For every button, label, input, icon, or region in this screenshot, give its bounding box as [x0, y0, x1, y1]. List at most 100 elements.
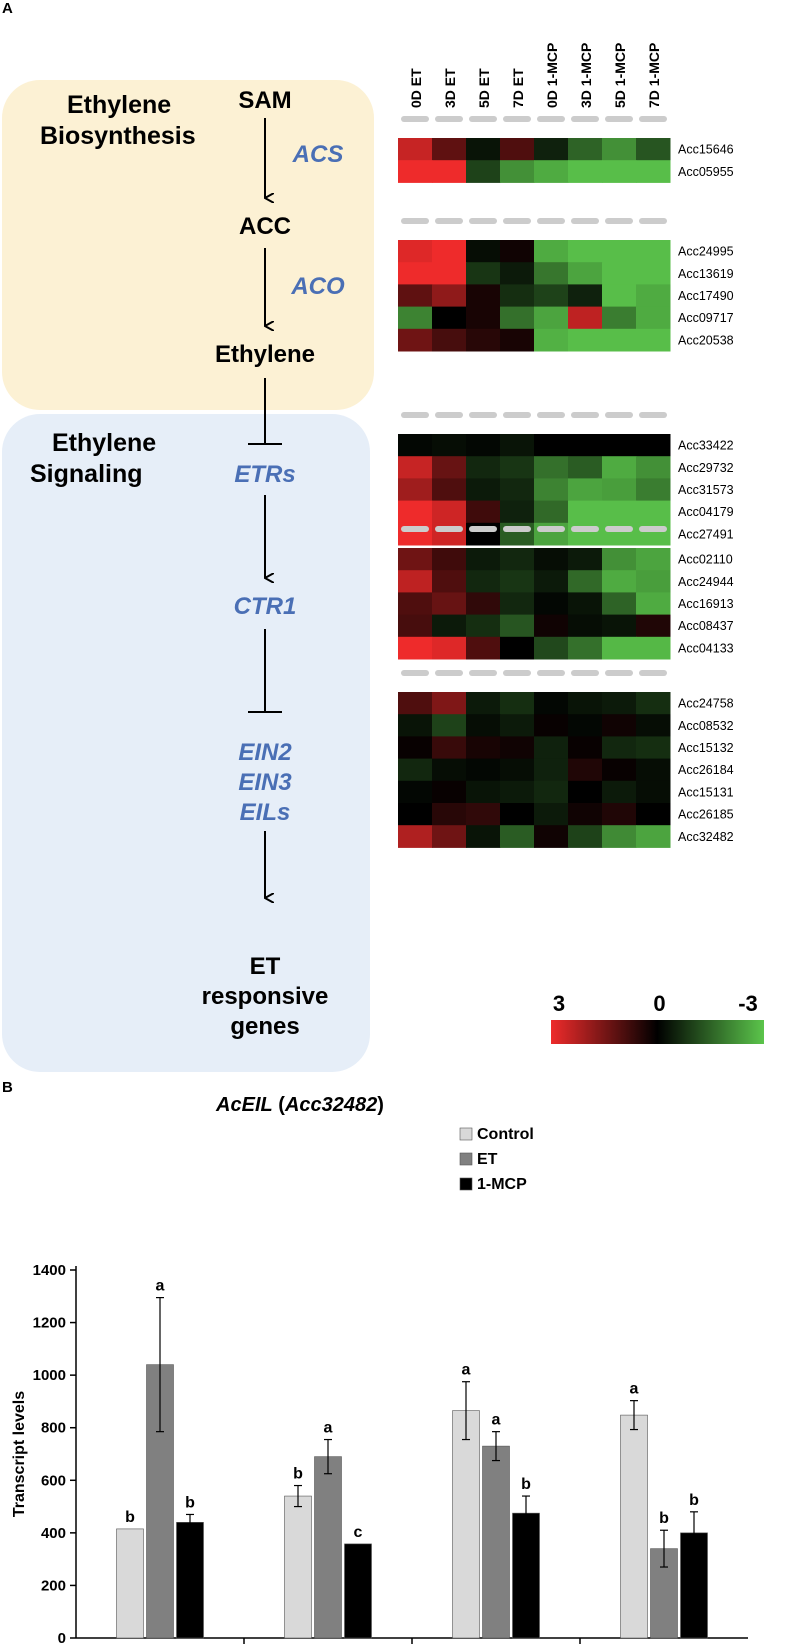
heatmap-gene-label: Acc29732: [678, 461, 734, 475]
heatmap-cell: [432, 714, 467, 737]
color-scale-tick: 3: [553, 991, 565, 1016]
heatmap-cell: [636, 500, 671, 524]
color-scale-bar: [551, 1020, 764, 1044]
heatmap-cell: [466, 714, 501, 737]
significance-letter: c: [354, 1524, 363, 1541]
heatmap-cell: [466, 592, 501, 616]
heatmap-cell: [466, 306, 501, 330]
heatmap-column-bar: [571, 412, 599, 418]
heatmap-cell: [398, 262, 433, 285]
heatmap-cell: [568, 780, 603, 804]
heatmap-cell: [398, 456, 433, 479]
heatmap-column-bar: [401, 116, 429, 122]
bar-chart-title: AcEIL (Acc32482): [215, 1094, 384, 1116]
heatmap-gene-label: Acc24944: [678, 575, 734, 589]
heatmap-cell: [602, 780, 637, 804]
significance-letter: b: [125, 1509, 135, 1526]
heatmap-gene-label: Acc08532: [678, 719, 734, 733]
heatmap-gene-label: Acc24995: [678, 245, 734, 259]
heatmap-cell: [432, 758, 467, 782]
heatmap-cell: [602, 592, 637, 616]
y-tick-label: 1400: [33, 1262, 66, 1279]
heatmap-cell: [534, 780, 569, 804]
heatmap-cell: [466, 240, 501, 263]
signaling-title-line2: Signaling: [30, 460, 143, 488]
heatmap-column-bar: [571, 526, 599, 532]
heatmap-cell: [432, 328, 467, 352]
heatmap-cell: [636, 478, 671, 502]
y-tick-label: 1200: [33, 1315, 66, 1332]
heatmap-gene-label: Acc24758: [678, 697, 734, 711]
significance-letter: a: [492, 1412, 501, 1429]
heatmap-column-bar: [435, 218, 463, 224]
heatmap-cell: [432, 570, 467, 593]
heatmap-column-bar: [605, 526, 633, 532]
heatmap-column-label: 0D ET: [408, 68, 424, 108]
heatmap-cell: [398, 328, 433, 352]
node-et-responsive-genes: ET responsive genes: [185, 952, 345, 1042]
heatmap-gene-label: Acc13619: [678, 267, 734, 281]
heatmap-cell: [568, 714, 603, 737]
heatmap-column-bar: [571, 670, 599, 676]
heatmap-cell: [602, 500, 637, 524]
heatmap-column-bar: [435, 526, 463, 532]
biosynthesis-title: Ethylene Biosynthesis: [40, 90, 196, 152]
heatmap-cell: [432, 306, 467, 330]
node-aco: ACO: [291, 273, 345, 300]
heatmap-cell: [432, 500, 467, 524]
heatmap-cell: [568, 758, 603, 782]
heatmap-column-bar: [537, 412, 565, 418]
heatmap-gene-label: Acc15131: [678, 785, 734, 799]
heatmap-column-bar: [469, 412, 497, 418]
heatmap-cell: [568, 478, 603, 502]
node-ctr1: CTR1: [233, 593, 297, 620]
heatmap-cell: [398, 736, 433, 760]
heatmap-cell: [636, 803, 671, 826]
heatmap-cell: [466, 262, 501, 285]
signaling-title-line1: Ethylene: [52, 429, 157, 457]
bar: [284, 1495, 312, 1639]
heatmap-cell: [602, 614, 637, 638]
heatmap-cell: [602, 240, 637, 263]
heatmap-column-bar: [401, 218, 429, 224]
title-gene: Acc32482: [284, 1094, 377, 1116]
heatmap-column-label: 7D 1-MCP: [646, 43, 662, 108]
heatmap-cell: [466, 736, 501, 760]
heatmap-gene-label: Acc20538: [678, 333, 734, 347]
heatmap-column-label: 5D ET: [476, 68, 492, 108]
y-axis-label: Transcript levels: [11, 1391, 28, 1517]
heatmap-cell: [534, 284, 569, 308]
heatmap-cell: [398, 614, 433, 638]
heatmap-column-label: 0D 1-MCP: [544, 43, 560, 108]
legend-label: 1-MCP: [477, 1176, 527, 1193]
heatmap-cell: [500, 500, 535, 524]
heatmap-cell: [432, 736, 467, 760]
heatmap-cell: [568, 803, 603, 826]
heatmap-cell: [602, 548, 637, 571]
significance-letter: b: [293, 1466, 303, 1483]
heatmap-column-bar: [639, 116, 667, 122]
heatmap-cell: [432, 780, 467, 804]
heatmap-cell: [432, 240, 467, 263]
heatmap-cell: [568, 240, 603, 263]
heatmap-cell: [568, 548, 603, 571]
heatmap-cell: [500, 592, 535, 616]
bar: [512, 1512, 540, 1639]
heatmap-column-bar: [503, 412, 531, 418]
heatmap-cell: [466, 780, 501, 804]
y-tick-label: 600: [41, 1472, 66, 1489]
heatmap-cell: [500, 548, 535, 571]
heatmap-cell: [500, 328, 535, 352]
heatmap-column-label: 3D ET: [442, 68, 458, 108]
heatmap-cell: [568, 592, 603, 616]
heatmap-cell: [602, 138, 637, 161]
heatmap-cell: [602, 570, 637, 593]
heatmap-column-bar: [605, 116, 633, 122]
bar: [620, 1414, 648, 1639]
heatmap-cell: [636, 614, 671, 638]
heatmap-cell: [500, 614, 535, 638]
heatmap-gene-label: Acc04179: [678, 505, 734, 519]
heatmap-cell: [432, 692, 467, 715]
heatmap-cell: [466, 570, 501, 593]
bar: [344, 1543, 372, 1639]
